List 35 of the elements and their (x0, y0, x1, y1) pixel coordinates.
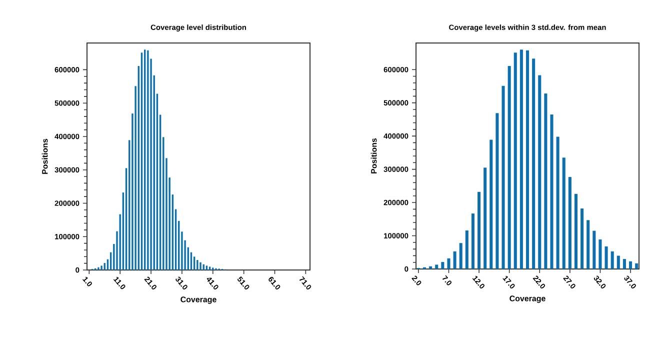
bar (532, 58, 536, 269)
bar (502, 86, 505, 269)
bar (526, 50, 530, 269)
bar (435, 264, 438, 269)
bar (508, 66, 511, 269)
bar (429, 266, 432, 269)
bar (459, 243, 462, 269)
bar (586, 220, 590, 269)
bar (441, 262, 444, 269)
bar (471, 213, 474, 269)
bar (447, 258, 450, 269)
bar (629, 261, 632, 269)
bar (478, 192, 481, 269)
bar (538, 75, 542, 269)
bar (544, 94, 548, 269)
bar (514, 52, 517, 269)
bar (592, 230, 596, 269)
bar (610, 251, 614, 269)
bar (453, 251, 456, 269)
bar (616, 256, 620, 269)
bar (496, 113, 499, 269)
bar (598, 239, 602, 269)
bar (550, 114, 554, 269)
bar (562, 158, 566, 269)
bar (484, 168, 487, 269)
bar (635, 263, 638, 269)
bar (556, 136, 560, 269)
bar (568, 176, 572, 269)
bar (465, 230, 468, 269)
bar (622, 259, 626, 269)
bar (580, 208, 584, 269)
bar (604, 246, 608, 269)
bar (574, 194, 578, 269)
bar (490, 140, 493, 269)
bar (520, 50, 523, 269)
